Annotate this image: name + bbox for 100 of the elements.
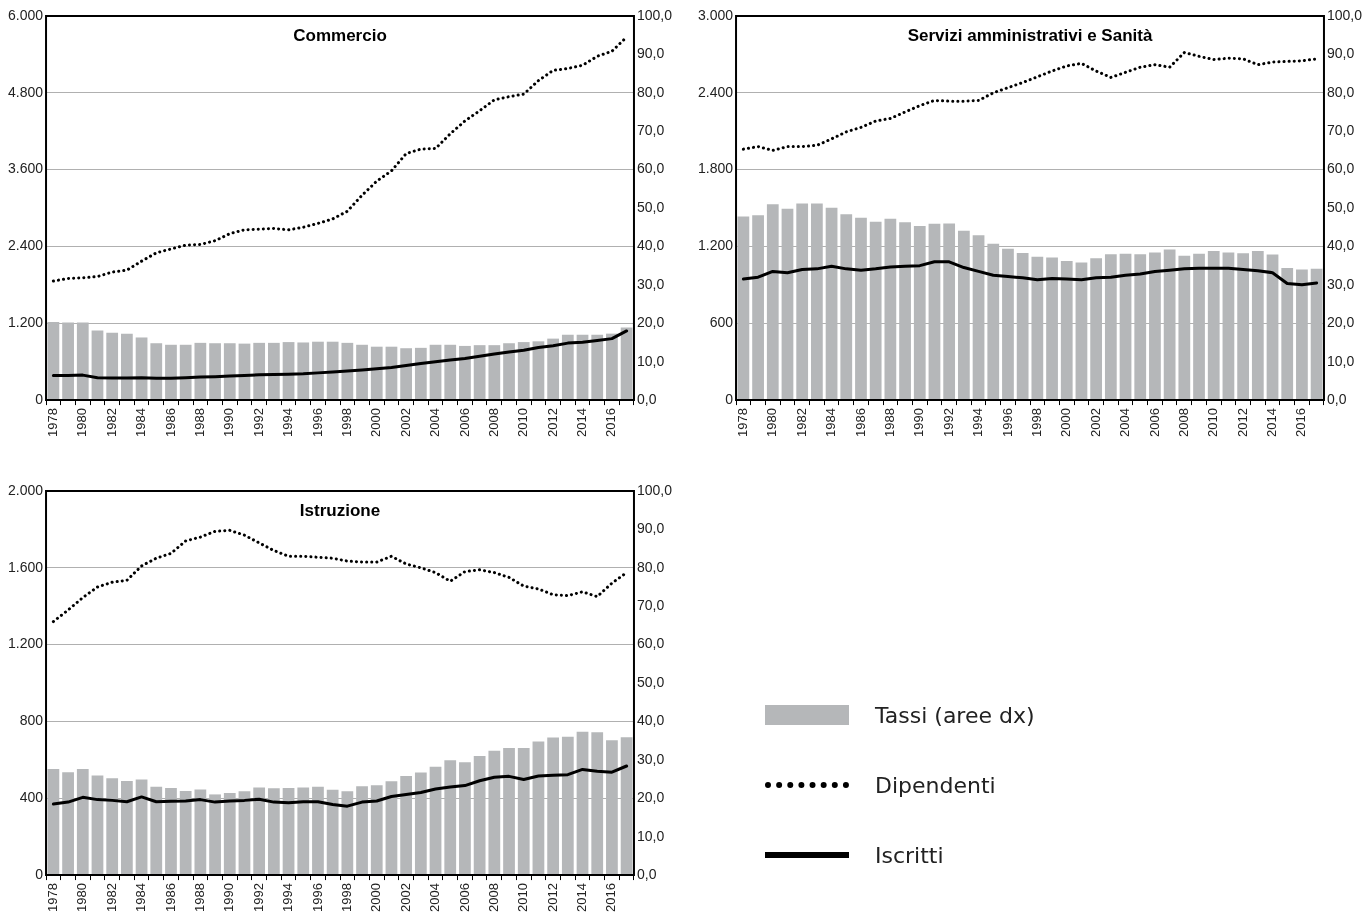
x-tick-label: 1998: [1028, 408, 1044, 437]
bar: [312, 341, 324, 401]
y2-tick-label: 30,0: [636, 275, 665, 292]
bar: [591, 334, 604, 401]
x-tick-label: 1984: [133, 883, 149, 912]
y-tick-label: 1.600: [7, 558, 44, 575]
text: Servizi amministrativi e Sanità: [907, 26, 1153, 46]
x-tick-label: 2008: [485, 408, 501, 437]
x-tick-label: 2000: [368, 408, 384, 437]
x-tick-label: 2012: [544, 883, 560, 912]
x-tick-label: 1998: [338, 408, 354, 437]
bar: [297, 342, 310, 401]
x-tick-label: 1980: [74, 883, 90, 912]
bar: [444, 344, 457, 401]
bar: [179, 344, 192, 401]
bar: [267, 342, 280, 401]
x-tick-label: 2014: [1264, 408, 1280, 437]
x-tick-label: 1992: [250, 408, 266, 437]
x-tick-label: 2016: [603, 883, 619, 912]
y2-tick-label: 0,0: [636, 865, 657, 882]
x-tick-label: 1992: [940, 408, 956, 437]
y2-tick-label: 10,0: [1326, 352, 1355, 369]
x-tick-label: 2010: [515, 883, 531, 912]
y2-tick-label: 40,0: [636, 237, 665, 254]
bar: [356, 344, 368, 401]
y-tick-label: 6.000: [7, 6, 44, 23]
bar: [459, 345, 471, 401]
x-tick-label: 2002: [397, 408, 413, 437]
x-tick-label: 1978: [44, 408, 60, 437]
bar: [561, 334, 574, 401]
x-tick-label: 2002: [1087, 408, 1103, 437]
x-tick-label: 2012: [544, 408, 560, 437]
y2-tick-label: 90,0: [636, 520, 665, 537]
y2-tick-label: 10,0: [636, 352, 665, 369]
y2-tick-label: 50,0: [1326, 198, 1355, 215]
bar: [209, 343, 221, 401]
y2-tick-label: 80,0: [636, 83, 665, 100]
bar: [341, 342, 354, 401]
x-tick-label: 1986: [852, 408, 868, 437]
x-tick-label: 2016: [1293, 408, 1309, 437]
y2-tick-label: 20,0: [636, 314, 665, 331]
x-tick-label: 2008: [1175, 408, 1191, 437]
y-tick-label: 1.200: [7, 635, 44, 652]
x-tick-label: 1984: [823, 408, 839, 437]
x-tick-label: 2004: [1117, 408, 1133, 437]
x-tick-label: 2010: [515, 408, 531, 437]
x-tick-label: 1982: [103, 408, 119, 437]
x-tick-label: 2016: [603, 408, 619, 437]
x-tick-label: 1988: [191, 408, 207, 437]
y2-tick-label: 80,0: [1326, 83, 1355, 100]
bar: [517, 342, 530, 401]
bar: [400, 348, 413, 401]
bar: [165, 344, 177, 401]
x-tick-label: 2004: [427, 883, 443, 912]
y2-tick-label: 60,0: [1326, 160, 1355, 177]
x-tick-label: 2008: [485, 883, 501, 912]
y2-tick-label: 70,0: [1326, 122, 1355, 139]
y-tick-label: 1.800: [697, 160, 734, 177]
x-tick-label: 2014: [574, 408, 590, 437]
bar: [503, 343, 515, 401]
x-tick-label: 2004: [427, 408, 443, 437]
x-tick-label: 1996: [309, 883, 325, 912]
bar: [121, 333, 133, 401]
legend-label: Iscritti: [875, 842, 944, 868]
bar: [473, 345, 486, 401]
x-tick-label: 1978: [734, 408, 750, 437]
legend-label: Tassi (aree dx): [875, 702, 1035, 728]
bar: [326, 341, 339, 401]
y2-tick-label: 20,0: [1326, 314, 1355, 331]
y2-tick-label: 70,0: [636, 122, 665, 139]
y-tick-label: 4.800: [7, 83, 44, 100]
y-tick-label: 1.200: [7, 314, 44, 331]
x-tick-label: 2006: [1146, 408, 1162, 437]
y-tick-label: 3.600: [7, 160, 44, 177]
y-tick-label: 0: [35, 865, 44, 882]
y-tick-label: 2.000: [7, 481, 44, 498]
y2-tick-label: 30,0: [636, 750, 665, 767]
x-tick-label: 2014: [574, 883, 590, 912]
bar: [223, 343, 236, 401]
bar: [194, 342, 207, 401]
x-tick-label: 1986: [162, 883, 178, 912]
y2-tick-label: 60,0: [636, 160, 665, 177]
bar: [547, 338, 560, 401]
y2-tick-label: 10,0: [636, 827, 665, 844]
y-tick-label: 600: [709, 314, 734, 331]
y-tick-label: 0: [725, 390, 734, 407]
x-tick-label: 1990: [221, 883, 237, 912]
bar: [370, 346, 383, 401]
x-tick-label: 2000: [1058, 408, 1074, 437]
y2-tick-label: 50,0: [636, 198, 665, 215]
bar: [606, 333, 618, 401]
bar: [414, 347, 427, 401]
y2-tick-label: 60,0: [636, 635, 665, 652]
x-tick-label: 1990: [221, 408, 237, 437]
x-tick-label: 2012: [1234, 408, 1250, 437]
y2-tick-label: 100,0: [636, 481, 673, 498]
bar: [150, 343, 163, 401]
x-tick-label: 2002: [397, 883, 413, 912]
y2-tick-label: 0,0: [636, 390, 657, 407]
x-tick-label: 1988: [881, 408, 897, 437]
